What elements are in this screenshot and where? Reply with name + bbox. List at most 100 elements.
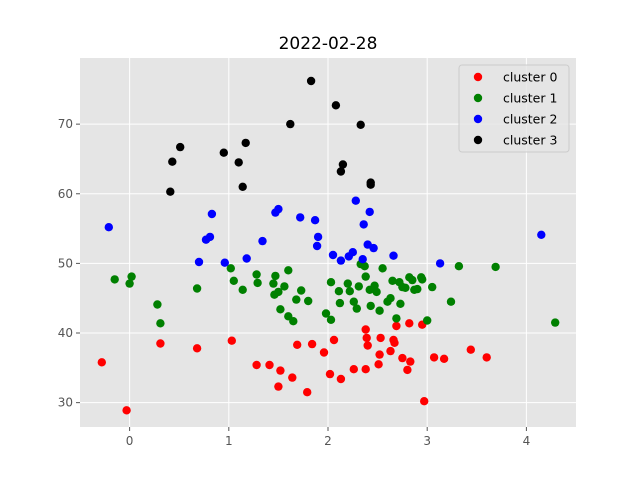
data-point — [413, 284, 422, 294]
data-point — [127, 272, 136, 281]
data-point — [252, 360, 261, 370]
data-point — [356, 120, 365, 129]
data-point — [403, 365, 412, 375]
series-cluster-0 — [97, 319, 491, 415]
data-point — [326, 315, 336, 324]
data-point — [288, 373, 297, 382]
data-point — [335, 298, 345, 308]
data-point — [429, 353, 439, 362]
data-point — [336, 374, 346, 384]
data-point — [192, 284, 202, 293]
data-point — [326, 278, 336, 287]
data-point — [390, 338, 399, 347]
data-point — [388, 276, 397, 285]
data-point — [537, 230, 546, 239]
data-point — [366, 178, 375, 187]
data-point — [176, 142, 185, 152]
data-point — [369, 243, 378, 253]
legend-label: cluster 1 — [503, 91, 557, 106]
data-point — [289, 317, 298, 326]
data-point — [280, 282, 289, 291]
data-point — [349, 365, 358, 374]
data-point — [392, 321, 401, 331]
data-point — [321, 309, 331, 318]
data-point — [310, 216, 320, 225]
data-point — [234, 158, 243, 167]
data-point — [361, 272, 370, 281]
x-tick-label: 3 — [423, 434, 431, 448]
y-tick-label: 50 — [58, 256, 73, 270]
data-point — [166, 187, 175, 196]
data-point — [375, 306, 384, 315]
legend-label: cluster 3 — [503, 133, 557, 148]
data-point — [363, 341, 372, 350]
x-tick-label: 1 — [225, 434, 233, 448]
data-point — [125, 279, 134, 288]
y-tick-label: 70 — [58, 117, 73, 131]
data-point — [304, 296, 313, 306]
x-tick-label: 4 — [523, 434, 531, 448]
chart-title: 2022-02-28 — [279, 34, 378, 54]
data-point — [306, 76, 316, 86]
data-point — [352, 304, 361, 313]
data-point — [325, 369, 335, 379]
data-point — [466, 345, 475, 354]
data-point — [253, 278, 262, 288]
legend: cluster 0 cluster 1 cluster 2 cluster 3 — [458, 64, 570, 153]
data-point — [343, 279, 352, 288]
y-tick-label: 60 — [58, 187, 73, 201]
legend-marker — [473, 135, 483, 145]
legend-label: cluster 2 — [503, 112, 557, 127]
data-point — [358, 255, 367, 264]
data-point — [401, 283, 410, 292]
data-point — [359, 220, 368, 229]
data-point — [219, 148, 228, 157]
data-point — [334, 287, 344, 296]
data-point — [153, 300, 162, 309]
data-point — [398, 353, 407, 363]
data-point — [376, 333, 385, 343]
data-point — [265, 360, 274, 370]
data-point — [274, 287, 283, 297]
legend-box — [458, 64, 570, 153]
data-point — [375, 350, 384, 359]
data-point — [351, 196, 360, 205]
data-points — [97, 76, 560, 415]
data-point — [454, 262, 464, 271]
data-point — [389, 251, 398, 260]
y-tick-label: 30 — [58, 396, 73, 410]
data-point — [220, 258, 229, 267]
data-point — [396, 299, 405, 308]
data-point — [293, 340, 302, 349]
data-point — [286, 119, 295, 129]
series-cluster-1 — [110, 259, 560, 328]
data-point — [551, 318, 560, 327]
data-point — [386, 346, 395, 356]
legend-marker — [473, 93, 483, 103]
series-cluster-2 — [104, 196, 546, 268]
data-point — [338, 160, 348, 169]
data-point — [418, 275, 427, 284]
data-point — [365, 207, 374, 217]
data-point — [258, 236, 267, 246]
data-point — [276, 305, 285, 314]
legend-label: cluster 0 — [503, 70, 557, 85]
data-point — [349, 297, 358, 306]
legend-marker — [473, 114, 483, 124]
legend-marker — [473, 72, 483, 82]
data-point — [284, 266, 293, 275]
data-point — [319, 348, 329, 357]
data-point — [361, 325, 370, 334]
data-point — [205, 232, 215, 242]
data-point — [446, 297, 456, 306]
data-point — [227, 336, 236, 345]
data-point — [362, 333, 371, 343]
data-point — [168, 157, 177, 166]
data-point — [229, 276, 238, 285]
data-point — [435, 259, 445, 268]
data-point — [274, 204, 283, 214]
data-point — [331, 101, 341, 110]
data-point — [313, 232, 323, 242]
axis-ticks: 0 1 2 3 4 30 40 50 60 70 — [58, 117, 531, 448]
data-point — [97, 358, 107, 367]
